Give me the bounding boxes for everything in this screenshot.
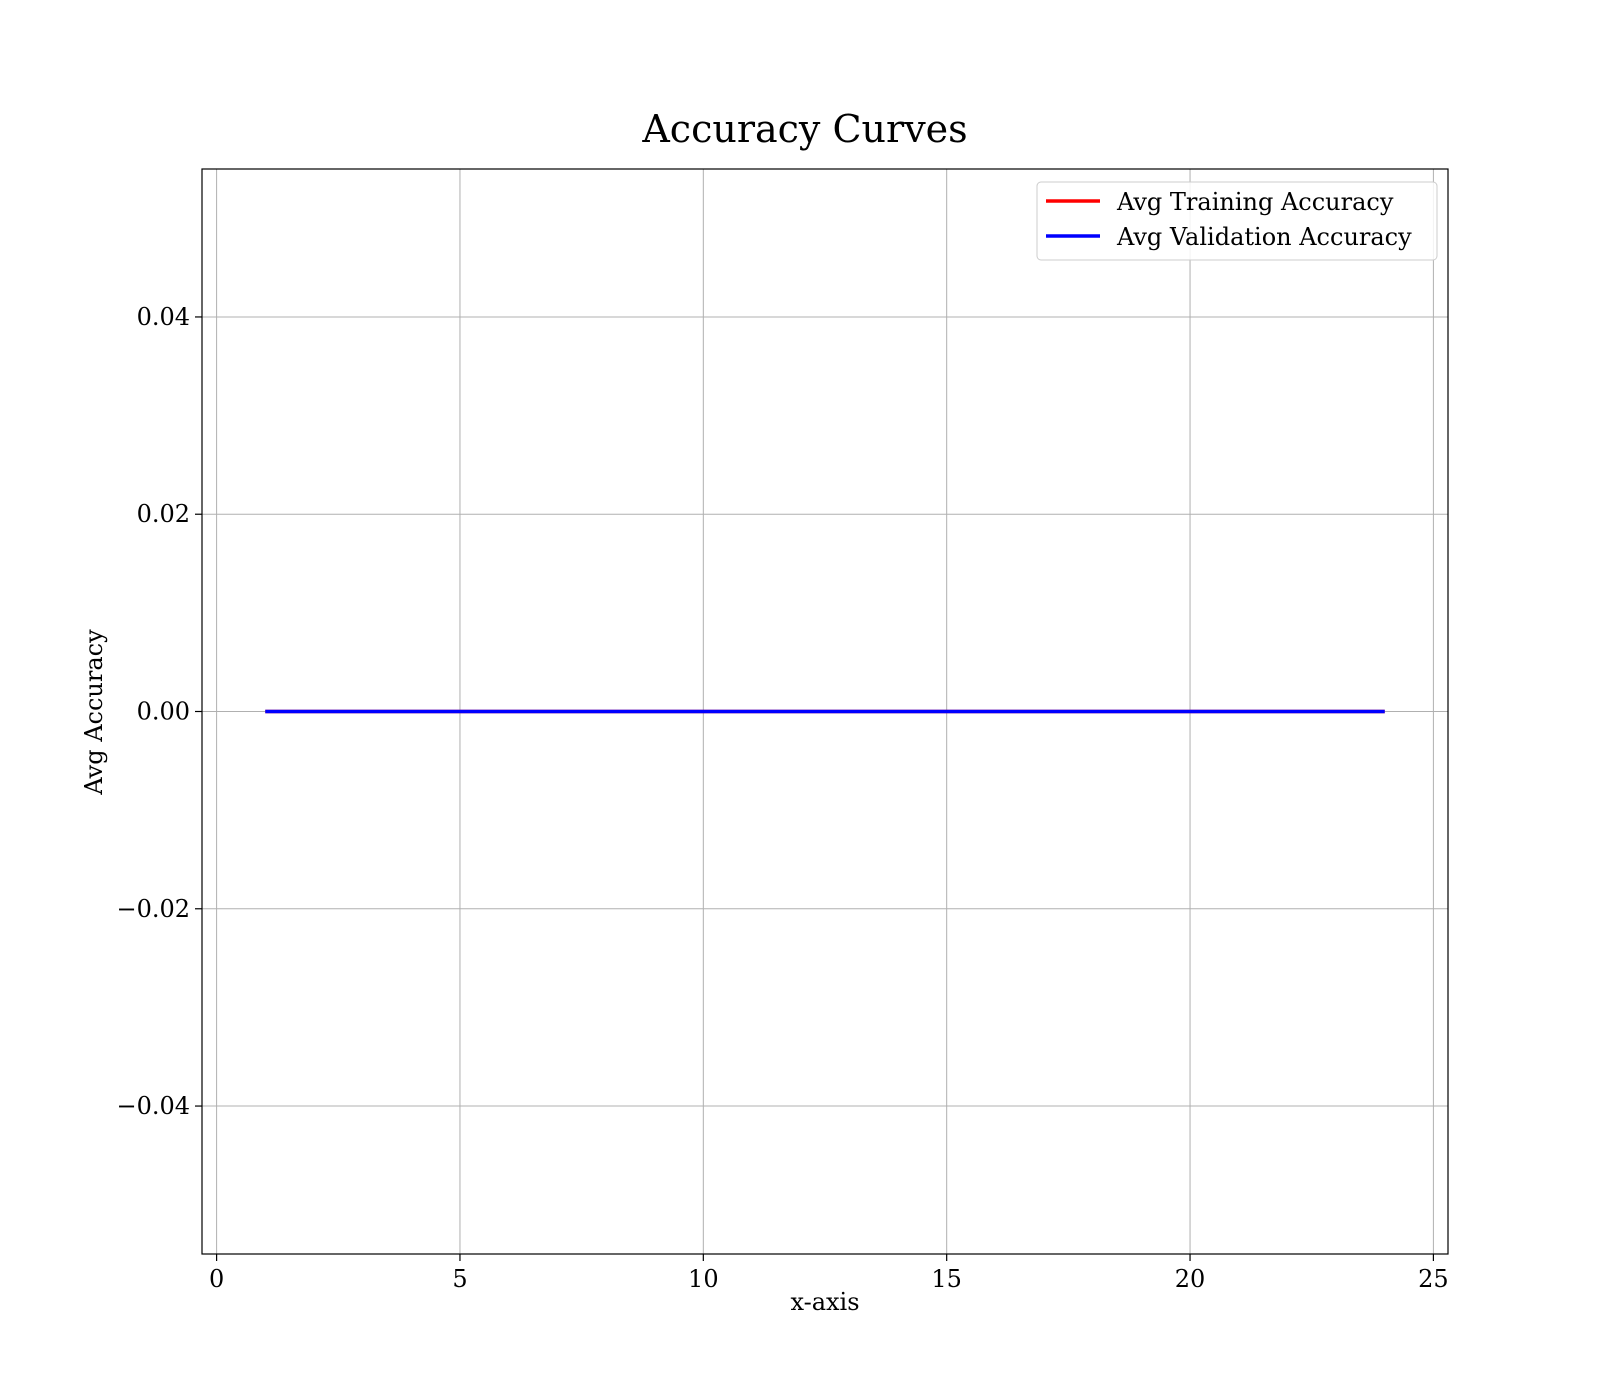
legend: Avg Training Accuracy Avg Validation Acc… [1036, 181, 1438, 261]
x-tick-label: 0 [209, 1265, 224, 1293]
y-tick-label: 0.02 [137, 500, 190, 528]
y-tick-label: −0.02 [116, 895, 190, 923]
legend-label-training: Avg Training Accuracy [1116, 188, 1394, 216]
y-tick-group: −0.04 −0.02 0.00 0.02 0.04 [116, 303, 202, 1120]
x-tick-label: 20 [1175, 1265, 1206, 1293]
x-tick-label: 5 [452, 1265, 467, 1293]
legend-label-validation: Avg Validation Accuracy [1116, 223, 1412, 251]
y-tick-label: 0.00 [137, 698, 190, 726]
y-tick-label: 0.04 [137, 303, 190, 331]
x-tick-group: 0 5 10 15 20 25 [209, 1254, 1449, 1293]
x-axis-label: x-axis [790, 1288, 859, 1316]
legend-box [1036, 181, 1438, 261]
chart-title: Accuracy Curves [641, 107, 967, 151]
x-tick-label: 25 [1418, 1265, 1449, 1293]
x-tick-label: 10 [688, 1265, 719, 1293]
y-axis-label: Avg Accuracy [80, 629, 108, 796]
y-tick-label: −0.04 [116, 1092, 190, 1120]
x-tick-label: 15 [931, 1265, 962, 1293]
